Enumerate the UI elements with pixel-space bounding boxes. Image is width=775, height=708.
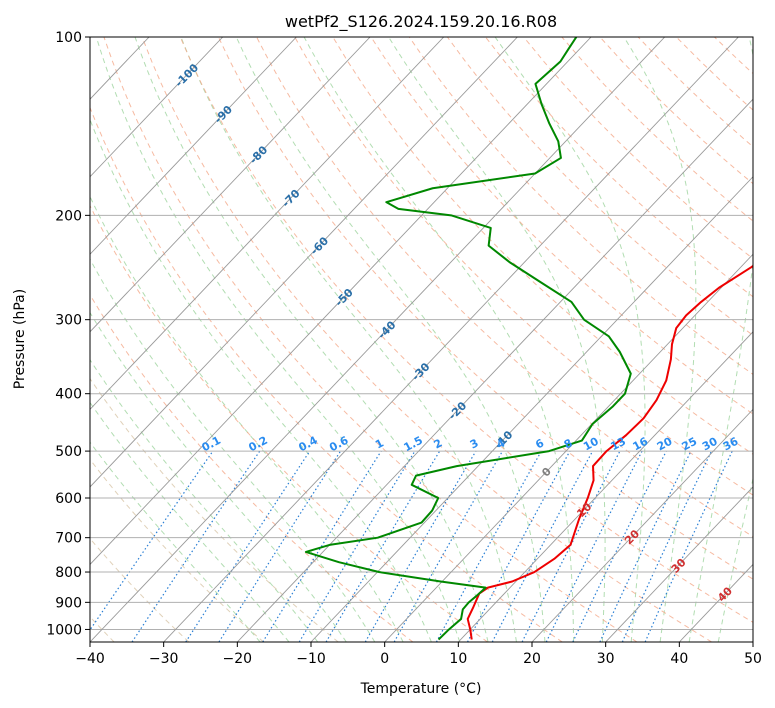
isotherm-line	[531, 408, 753, 642]
moist-adiabat	[235, 37, 546, 642]
x-axis-ticks: −40 −30 −20 −10 0 10 20 30 40 50	[75, 642, 762, 667]
x-tick-label: 40	[670, 651, 688, 667]
moist-adiabat	[688, 37, 753, 642]
dry-adiabat	[217, 37, 753, 580]
isotherm-line	[458, 331, 753, 642]
dry-adiabat	[408, 37, 753, 375]
y-axis-label: Pressure (hPa)	[12, 289, 28, 389]
x-tick-label: −40	[75, 651, 105, 667]
mixing-ratio-line	[466, 450, 571, 642]
x-axis-label: Temperature (°C)	[360, 681, 482, 697]
isotherm-line	[384, 253, 753, 642]
isotherm-line	[90, 37, 666, 642]
dry-adiabat	[179, 37, 753, 623]
dry-adiabat	[90, 204, 488, 642]
moist-adiabat	[90, 118, 432, 642]
dry-adiabat	[141, 37, 712, 642]
moist-adiabat	[134, 37, 489, 642]
isotherm-line	[310, 176, 753, 642]
isotherm-line	[237, 98, 753, 642]
moist-adiabat	[95, 37, 461, 642]
mixing-ratio-label: 30	[700, 435, 720, 454]
y-tick-label: 200	[55, 208, 82, 224]
isotherm-line	[90, 37, 445, 411]
y-tick-label: 800	[55, 565, 82, 581]
x-tick-label: 30	[597, 651, 615, 667]
dry-adiabat	[294, 37, 753, 496]
dry-adiabat	[90, 106, 563, 642]
x-tick-label: 10	[449, 651, 467, 667]
isotherm-line	[90, 37, 297, 255]
moist-adiabat	[180, 37, 517, 642]
plot-frame	[89, 36, 754, 643]
mixing-ratio-line	[90, 450, 214, 631]
mixing-ratio-label: 25	[680, 435, 700, 454]
mixing-ratio-line	[218, 450, 342, 642]
moist-adiabat	[90, 401, 290, 642]
x-tick-label: −30	[149, 651, 179, 667]
y-tick-label: 500	[55, 444, 82, 460]
mixing-ratio-line	[185, 450, 311, 642]
y-axis-ticks: 100 200 300 400 500 600 700 800 900 1000	[46, 30, 90, 638]
y-tick-label: 100	[55, 30, 82, 46]
moist-adiabats	[90, 37, 753, 642]
y-tick-label: 600	[55, 491, 82, 507]
moist-adiabat	[90, 195, 404, 642]
isotherm-line	[90, 37, 371, 333]
y-tick-label: 400	[55, 387, 82, 403]
y-tick-label: 900	[55, 595, 82, 611]
x-tick-label: −20	[223, 651, 253, 667]
mixing-ratio-label: 36	[721, 435, 741, 454]
isotherm-line	[90, 37, 592, 566]
mixing-ratio-label: 13	[608, 435, 628, 454]
temperature-profile-line	[466, 264, 753, 640]
moist-adiabat	[623, 37, 697, 642]
isotherm-line	[163, 37, 739, 642]
isotherm-line	[605, 486, 753, 642]
dry-adiabat	[90, 458, 264, 642]
dry-adiabat	[103, 37, 638, 642]
y-tick-label: 300	[55, 313, 82, 329]
x-tick-label: 50	[744, 651, 762, 667]
mixing-ratio-line	[393, 450, 504, 642]
mixing-ratio-line	[572, 450, 667, 642]
isotherm-line	[90, 37, 224, 178]
x-tick-label: −10	[296, 651, 326, 667]
mixing-ratio-line	[545, 450, 643, 642]
plot-area: -100-90-80-70-60-50-40-30-20-10010203040…	[90, 37, 753, 642]
isotherm-line	[90, 37, 518, 488]
mixing-ratio-label: 10	[581, 435, 601, 454]
moist-adiabat	[303, 37, 575, 642]
chart-title: wetPf2_S126.2024.159.20.16.R08	[285, 12, 557, 32]
isotherm-gridlines	[90, 37, 753, 642]
sounding-series	[304, 37, 753, 641]
mixing-ratio-label: 20	[655, 435, 675, 454]
moist-adiabat	[90, 258, 376, 642]
y-tick-label: 1000	[46, 622, 82, 638]
x-tick-label: 0	[380, 651, 389, 667]
moist-adiabat	[90, 441, 261, 642]
dewpoint-profile-line	[304, 37, 632, 641]
mixing-ratio-line	[262, 450, 382, 642]
mixing-ratio-label: 16	[631, 435, 651, 454]
moist-adiabat	[388, 37, 606, 642]
moist-adiabat	[494, 37, 646, 642]
x-tick-label: 20	[523, 651, 541, 667]
y-tick-label: 700	[55, 531, 82, 547]
mixing-ratio-line	[298, 450, 416, 642]
moist-adiabat	[90, 311, 347, 642]
mixing-ratio-line	[435, 450, 542, 642]
